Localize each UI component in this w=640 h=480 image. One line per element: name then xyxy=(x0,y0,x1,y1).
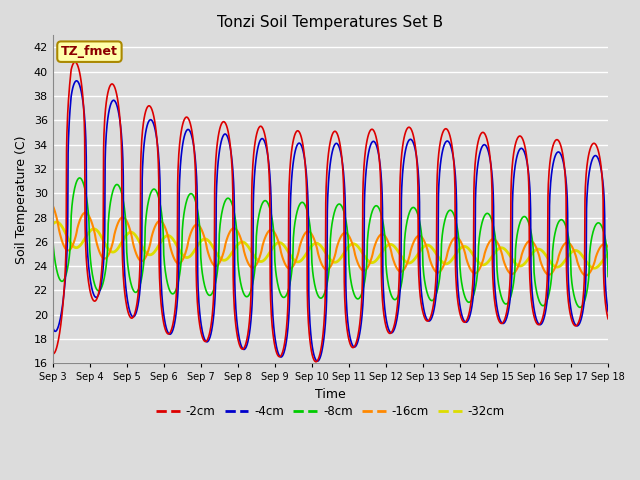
X-axis label: Time: Time xyxy=(315,388,346,401)
Title: Tonzi Soil Temperatures Set B: Tonzi Soil Temperatures Set B xyxy=(218,15,444,30)
Legend: -2cm, -4cm, -8cm, -16cm, -32cm: -2cm, -4cm, -8cm, -16cm, -32cm xyxy=(151,401,509,423)
Text: TZ_fmet: TZ_fmet xyxy=(61,45,118,58)
Y-axis label: Soil Temperature (C): Soil Temperature (C) xyxy=(15,135,28,264)
